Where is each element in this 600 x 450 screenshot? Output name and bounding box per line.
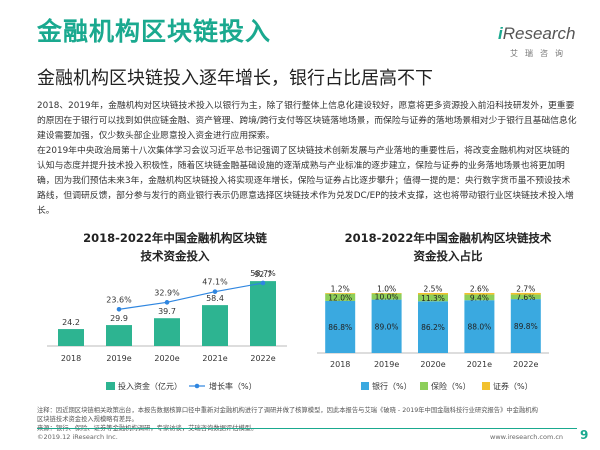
page-title: 金融机构区块链投入	[37, 17, 272, 46]
chart1-growth-point	[212, 289, 218, 294]
chart2-segment-label: 7.6%	[516, 293, 535, 302]
chart2-segment-label: 2.7%	[516, 284, 535, 293]
chart2-bar-segment	[418, 301, 448, 353]
logo-wordmark: iResearch	[498, 24, 576, 44]
footer-copyright: ©2019.12 iResearch Inc.	[37, 433, 118, 441]
chart2-title-line1: 2018-2022年中国金融机构区块链技术	[344, 231, 552, 245]
chart1-legend-bar-label: 投入资金（亿元）	[118, 381, 182, 391]
chart2-x-tick: 2021e	[467, 360, 492, 369]
chart1-growth-label: 47.1%	[202, 278, 228, 287]
chart2-segment-label: 10.0%	[375, 293, 399, 302]
chart2-title-line2: 资金投入占比	[413, 249, 483, 263]
chart2-segment-label: 86.8%	[328, 323, 352, 332]
chart1-title-line2: 技术资金投入	[140, 249, 210, 263]
chart2-x-tick: 2022e	[513, 360, 538, 369]
chart2-legend-label: 证券（%）	[493, 381, 533, 391]
chart1-x-tick: 2019e	[106, 354, 131, 363]
page-number: 9	[580, 428, 589, 442]
footer-website: www.iresearch.com.cn	[490, 433, 564, 441]
chart2-segment-label: 2.5%	[423, 285, 442, 294]
chart2-segment-label: 12.0%	[328, 293, 352, 302]
chart2-bar-segment	[510, 294, 541, 300]
footer-divider	[37, 428, 577, 429]
chart2-bar-segment	[464, 300, 495, 353]
chart2-legend-label: 银行（%）	[372, 381, 412, 391]
notes-line2: 区块链技术资金投入规模略有差异。	[37, 416, 138, 423]
chart1-bar	[154, 318, 180, 346]
chart2-bar-segment	[464, 293, 495, 295]
chart1-growth-line	[118, 282, 264, 310]
chart1-title: 2018-2022年中国金融机构区块链 技术资金投入	[55, 229, 295, 265]
chart2-segment-label: 86.2%	[421, 323, 445, 332]
chart1-growth-point	[260, 280, 266, 286]
chart1-bar	[202, 305, 228, 346]
chart2-legend-swatch	[482, 382, 490, 390]
chart2-legend-swatch	[361, 382, 369, 390]
chart1-x-tick: 2021e	[202, 354, 227, 363]
logo-subtitle: 艾瑞咨询	[510, 49, 570, 58]
chart2-segment-label: 89.8%	[514, 322, 538, 331]
chart2-bar-segment	[325, 293, 356, 294]
chart1-growth-point	[116, 307, 122, 312]
chart1-legend-swatch-point	[194, 383, 200, 389]
paragraph-2: 在2019年中央政治局第十八次集体学习会议习近平总书记强调了区块链技术创新发展与…	[37, 146, 574, 216]
chart1-bar	[106, 325, 132, 346]
page-subtitle: 金融机构区块链投入逐年增长，银行占比居高不下	[37, 68, 433, 89]
body-text: 2018、2019年，金融机构对区块链技术投入以银行为主，除了银行整体上信息化建…	[37, 99, 577, 219]
chart2-segment-label: 11.3%	[421, 294, 445, 303]
chart2-segment-label: 88.0%	[467, 323, 491, 332]
chart2-bar-segment	[371, 293, 402, 294]
chart2-legend-label: 保险（%）	[431, 381, 471, 391]
chart2-x-tick: 2019e	[374, 360, 399, 369]
logo-text: Research	[502, 24, 576, 43]
chart1-bar-label: 29.9	[110, 314, 128, 323]
chart1-bar	[58, 329, 84, 346]
chart1-growth-point	[164, 300, 170, 305]
chart2-title: 2018-2022年中国金融机构区块链技术 资金投入占比	[318, 229, 578, 265]
iresearch-logo: iResearch 艾瑞咨询	[498, 24, 578, 68]
chart1-growth-label: 32.9%	[154, 288, 180, 297]
chart1-bar-label: 92.7	[254, 270, 272, 279]
chart2-bar-segment	[418, 294, 448, 302]
chart1-x-tick: 2022e	[250, 354, 275, 363]
chart2-segment-label: 1.0%	[377, 285, 396, 294]
notes-line1: 注释：因近期区块链相关政策出台，本报告数据核算口径中重新对金融机构进行了调研并做…	[37, 407, 538, 414]
chart2-segment-label: 9.4%	[470, 293, 489, 302]
chart2-x-tick: 2020e	[420, 360, 445, 369]
chart2-bar-segment	[325, 300, 356, 353]
logo-prefix: i	[498, 24, 503, 43]
chart2-bar-segment	[371, 299, 402, 353]
chart1-legend-swatch-bar	[106, 382, 115, 390]
chart1-bar-label: 39.7	[158, 307, 176, 316]
chart1-bar-label: 24.2	[62, 318, 80, 327]
chart2-segment-label: 1.2%	[331, 285, 350, 294]
chart2-bar-segment	[510, 299, 541, 353]
chart1-growth-label: 58.7%	[250, 269, 276, 278]
chart1-bar	[250, 281, 276, 346]
chart1-x-tick: 2020e	[154, 354, 179, 363]
chart1-title-line1: 2018-2022年中国金融机构区块链	[83, 231, 267, 245]
chart1-x-tick: 2018	[61, 354, 81, 363]
chart2-bar-segment	[464, 294, 495, 301]
chart2-bar-segment	[371, 293, 402, 300]
chart2-segment-label: 89.0%	[375, 322, 399, 331]
chart2-bar-segment	[325, 293, 356, 301]
chart1-legend-line-label: 增长率（%）	[209, 381, 257, 391]
chart2-legend-swatch	[420, 382, 428, 390]
chart2-bar-segment	[418, 293, 448, 295]
paragraph-1: 2018、2019年，金融机构对区块链技术投入以银行为主，除了银行整体上信息化建…	[37, 101, 577, 141]
chart1-bar-label: 58.4	[206, 294, 224, 303]
chart2-x-tick: 2018	[330, 360, 350, 369]
chart2-segment-label: 2.6%	[470, 285, 489, 294]
chart1-growth-label: 23.6%	[106, 295, 132, 304]
chart2-bar-segment	[510, 292, 541, 295]
